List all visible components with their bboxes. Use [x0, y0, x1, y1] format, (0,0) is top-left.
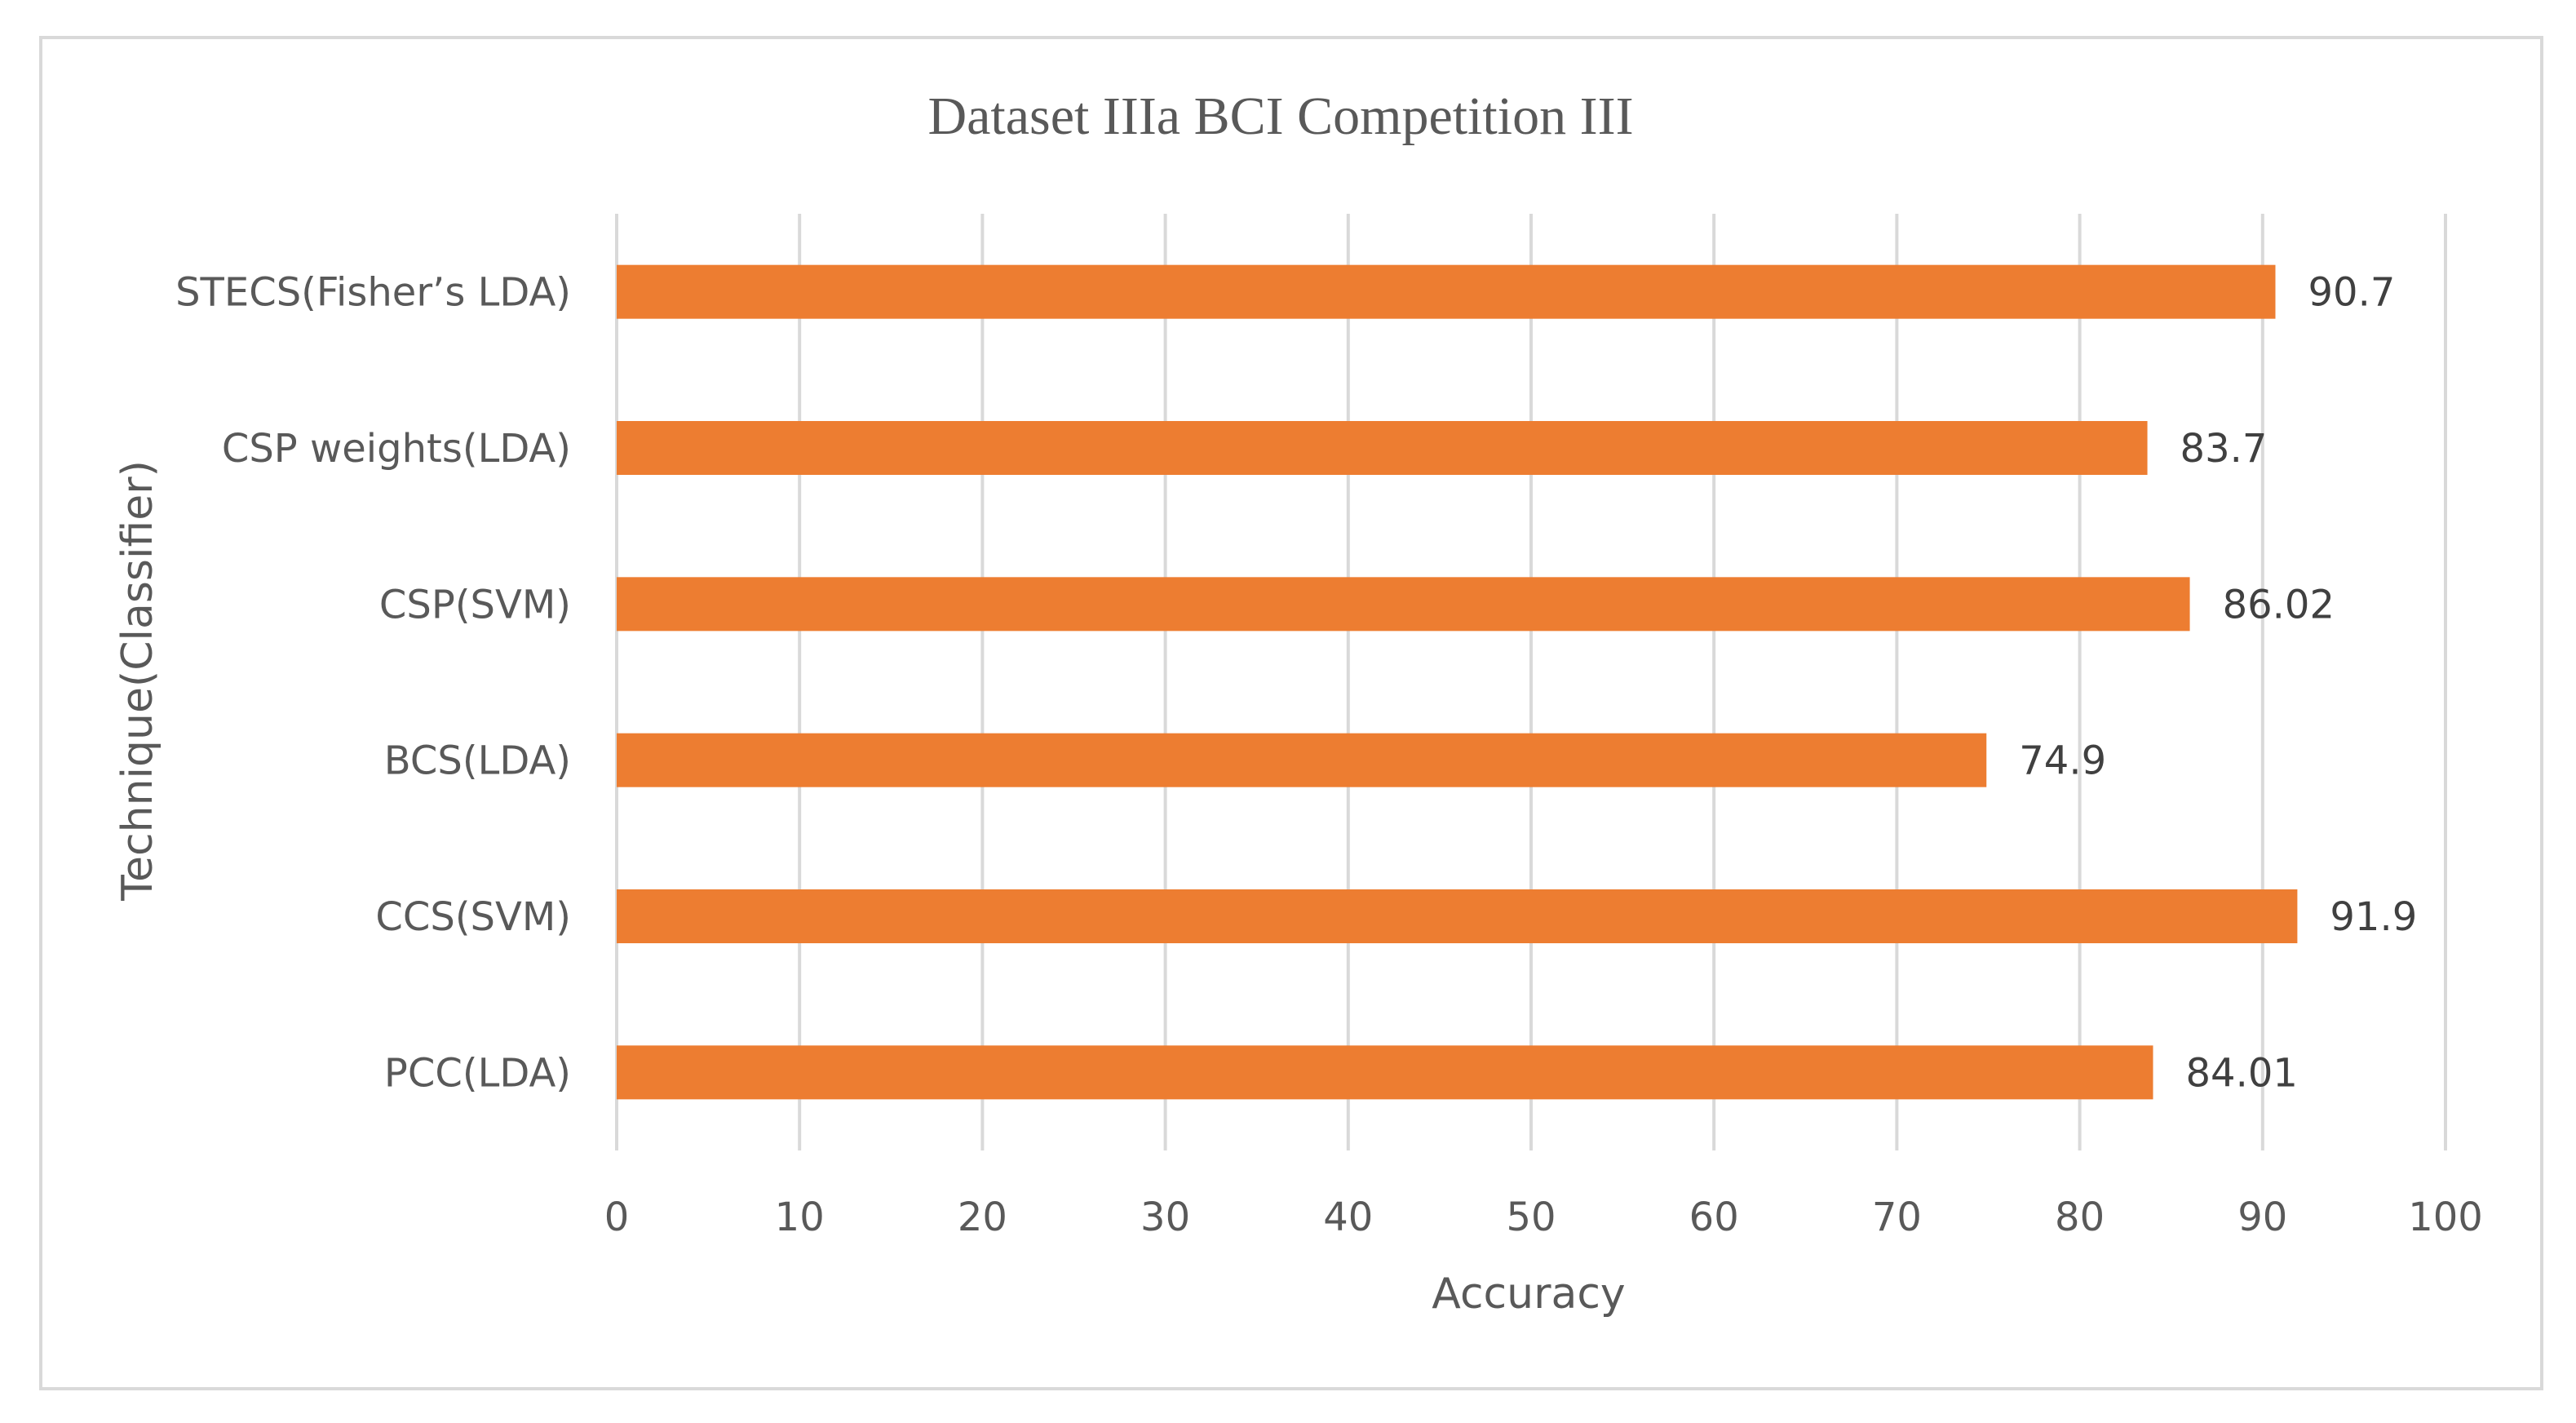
y-tick-label: CSP(SVM)	[379, 582, 571, 627]
x-axis-title: Accuracy	[1432, 1270, 1625, 1319]
x-tick-label: 50	[1506, 1195, 1556, 1240]
data-label: 83.7	[2180, 426, 2268, 472]
data-label: 86.02	[2223, 582, 2335, 627]
x-tick-label: 80	[2055, 1195, 2105, 1240]
x-axis-tick-labels: 0 10 20 30 40 50 60 70 80 90 100	[604, 1195, 2483, 1240]
x-tick-label: 70	[1872, 1195, 1922, 1240]
gridlines	[615, 214, 2447, 1150]
bar	[617, 1045, 2153, 1100]
x-tick-label: 40	[1323, 1195, 1373, 1240]
y-axis-tick-labels: STECS(Fisher’s LDA) CSP weights(LDA) CSP(S…	[175, 270, 571, 1097]
chart-frame	[39, 36, 2543, 1390]
bar	[617, 577, 2190, 632]
x-tick-label: 90	[2237, 1195, 2287, 1240]
y-axis-title: Technique(Classifier)	[113, 460, 162, 902]
x-tick-label: 10	[775, 1195, 825, 1240]
x-tick-label: 0	[604, 1195, 630, 1240]
data-label: 74.9	[2019, 738, 2106, 784]
bar	[617, 889, 2298, 943]
data-label: 84.01	[2186, 1050, 2298, 1096]
y-tick-label: PCC(LDA)	[384, 1050, 571, 1096]
bar	[617, 421, 2148, 475]
chart-title: Dataset IIIa BCI Competition III	[927, 86, 1633, 146]
bar	[617, 264, 2276, 319]
bars	[617, 264, 2298, 1100]
data-label: 90.7	[2308, 270, 2395, 316]
x-tick-label: 20	[958, 1195, 1007, 1240]
bar	[617, 733, 1987, 787]
y-tick-label: CCS(SVM)	[375, 894, 571, 940]
x-tick-label: 100	[2408, 1195, 2483, 1240]
y-tick-label: STECS(Fisher’s LDA)	[175, 270, 571, 316]
x-tick-label: 30	[1140, 1195, 1190, 1240]
y-tick-label: BCS(LDA)	[384, 738, 571, 784]
x-tick-label: 60	[1689, 1195, 1739, 1240]
data-label: 91.9	[2330, 894, 2417, 940]
y-tick-label: CSP weights(LDA)	[222, 426, 571, 472]
data-labels: 90.7 83.7 86.02 74.9 91.9 84.01	[2019, 270, 2417, 1097]
